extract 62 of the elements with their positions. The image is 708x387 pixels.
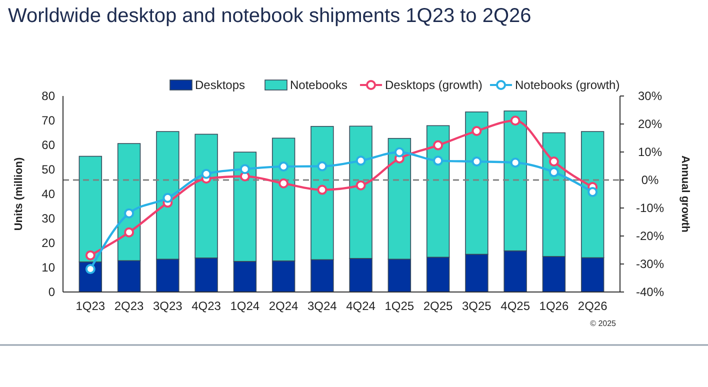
point [472, 156, 482, 167]
chart-title: Worldwide desktop and notebook shipments 1Q23 to 2Q26 [8, 5, 532, 27]
y2-tick-label: 20% [638, 117, 662, 132]
y-tick-label: 40 [42, 187, 56, 202]
y2-tick-label: -10% [636, 201, 664, 216]
x-tick-label: 2Q25 [423, 299, 454, 313]
point [278, 162, 289, 172]
point [162, 192, 173, 203]
y-axis-title: Units (million) [13, 157, 25, 231]
x-tick-label: 1Q23 [76, 299, 106, 313]
y2-tick-label: 30% [638, 89, 662, 104]
x-tick-label: 3Q25 [462, 299, 492, 313]
point [433, 140, 444, 150]
point [278, 178, 289, 188]
y2-tick-label: -20% [636, 229, 664, 244]
point [588, 187, 598, 198]
point [356, 180, 366, 190]
x-tick-label: 4Q25 [500, 299, 530, 313]
y2-tick-label: 10% [638, 145, 662, 160]
point [317, 161, 328, 172]
x-tick-label: 1Q24 [230, 299, 260, 313]
point [240, 164, 250, 174]
text: © 2025 [590, 319, 617, 328]
point [394, 147, 404, 158]
x-tick-label: 1Q26 [539, 299, 569, 313]
point [124, 227, 134, 238]
legend-label: Desktops [195, 78, 246, 92]
point [85, 250, 96, 260]
point [548, 167, 559, 178]
x-tick-label: 4Q24 [346, 299, 376, 313]
y2-tick-label: 0% [641, 173, 659, 188]
point [510, 116, 520, 126]
y-tick-label: 70 [42, 114, 56, 128]
x-tick-label: 2Q23 [114, 299, 144, 313]
y2-tick-label: -30% [636, 257, 664, 272]
x-tick-label: 2Q26 [578, 299, 608, 313]
x-tick-label: 3Q23 [153, 299, 183, 313]
legend-label: Notebooks [290, 78, 348, 92]
point [472, 126, 482, 136]
point [356, 156, 366, 166]
x-tick-label: 4Q23 [192, 299, 222, 313]
y-tick-label: 20 [42, 236, 56, 250]
point [85, 264, 96, 274]
y-tick-label: 0 [48, 285, 56, 300]
y-tick-label: 10 [42, 260, 56, 275]
legend-label: Notebooks (growth) [515, 78, 620, 92]
y-tick-label: 80 [42, 89, 56, 104]
legend-label: Desktops (growth) [385, 78, 482, 92]
x-tick-label: 1Q25 [384, 299, 414, 313]
point [548, 156, 559, 167]
point [433, 156, 444, 166]
x-tick-label: 2Q24 [268, 299, 299, 313]
y2-axis-title: Annual growth [679, 156, 691, 233]
x-tick-label: 3Q24 [308, 299, 338, 313]
y-tick-label: 60 [42, 138, 56, 152]
y2-tick-label: -40% [636, 285, 664, 300]
point [201, 168, 212, 179]
point [124, 208, 134, 218]
y-tick-label: 50 [42, 162, 56, 177]
point [510, 158, 520, 168]
y-tick-label: 30 [42, 212, 56, 226]
point [317, 184, 328, 195]
